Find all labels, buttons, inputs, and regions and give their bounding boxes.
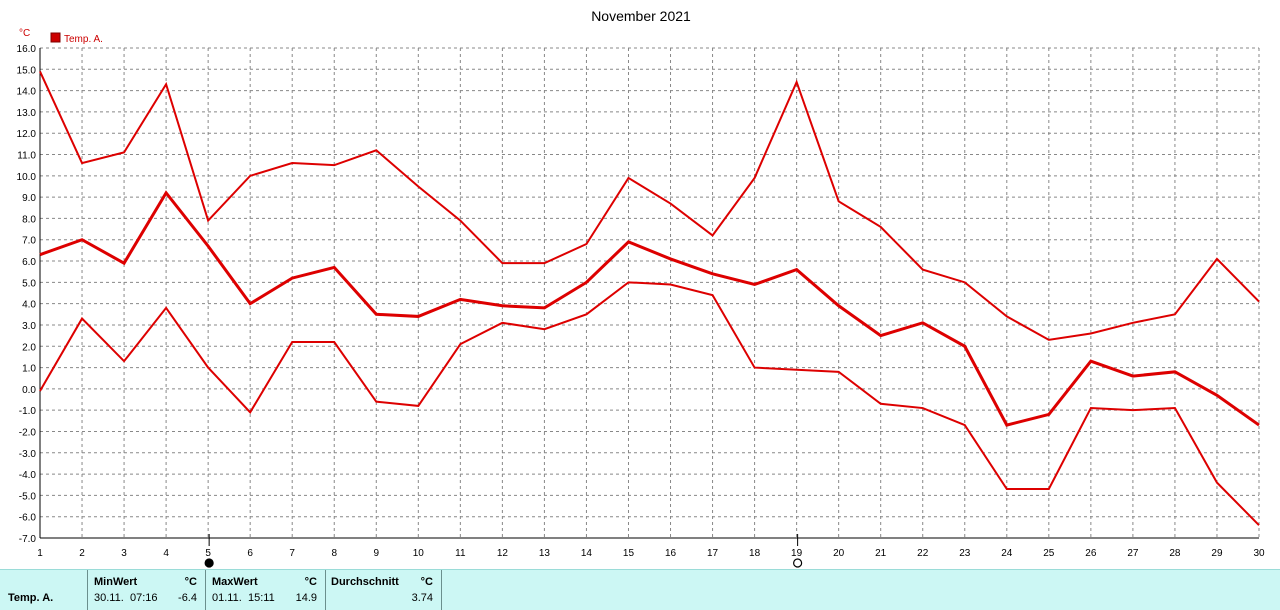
y-tick-label: 6.0 [22,257,36,268]
temperature-chart: November 2021 °C Temp. A. 16.015.014.013… [17,8,1265,568]
moon-markers [204,534,803,568]
min-unit: °C [184,576,197,588]
x-tick-label: 13 [539,548,551,559]
stats-row-label: Temp. A. [8,592,54,604]
y-tick-label: -5.0 [19,491,37,502]
stats-row-label-cell: Temp. A. [0,570,88,610]
x-tick-label: 22 [917,548,929,559]
y-tick-label: -3.0 [19,449,37,460]
x-tick-label: 12 [497,548,509,559]
x-tick-label: 30 [1253,548,1265,559]
x-tick-label: 1 [37,548,43,559]
y-tick-label: 5.0 [22,278,36,289]
x-tick-label: 2 [79,548,85,559]
x-tick-label: 26 [1085,548,1097,559]
max-value-cell: MaxWert °C 01.11. 15:11 14.9 [206,570,326,610]
max-header: MaxWert [212,576,258,588]
max-value: 14.9 [295,592,317,604]
x-tick-label: 27 [1127,548,1139,559]
x-tick-label: 21 [875,548,887,559]
y-tick-label: 0.0 [22,385,36,396]
x-tick-label: 6 [247,548,253,559]
chart-grid [39,47,1260,539]
y-tick-label: -1.0 [19,406,37,417]
y-tick-label: 3.0 [22,321,36,332]
x-tick-label: 17 [707,548,719,559]
y-tick-label: 10.0 [17,172,37,183]
x-axis-ticks: 1 2 3 4 5 6 7 8 9 10 11 12 13 14 15 16 17 18 19 20 21 22 23 24 2… [37,548,1265,559]
x-tick-label: 11 [455,548,466,559]
statistics-bar: Temp. A. MinWert °C 30.11. 07:16 -6.4 Ma… [0,569,1280,610]
y-tick-label: 4.0 [22,300,36,311]
x-tick-label: 23 [959,548,971,559]
y-tick-label: 1.0 [22,364,36,375]
average-value-cell: Durchschnitt °C 3.74 [326,570,442,610]
chart-series [39,71,1260,526]
y-tick-label: 9.0 [22,193,36,204]
y-tick-label: 8.0 [22,214,36,225]
y-tick-label: 12.0 [17,129,37,140]
series-line-max [39,71,1260,341]
average-header: Durchschnitt [331,576,399,588]
y-tick-label: -4.0 [19,470,37,481]
max-unit: °C [304,576,317,588]
min-value: -6.4 [178,592,197,604]
y-tick-label: -7.0 [19,534,37,545]
x-tick-label: 9 [373,548,379,559]
y-tick-label: 13.0 [17,108,37,119]
min-value-cell: MinWert °C 30.11. 07:16 -6.4 [88,570,206,610]
min-date: 30.11. [94,592,124,604]
x-tick-label: 14 [581,548,593,559]
x-tick-label: 28 [1169,548,1181,559]
chart-title: November 2021 [591,8,691,24]
average-value: 3.74 [411,592,433,604]
x-tick-label: 8 [331,548,337,559]
y-tick-label: 7.0 [22,236,36,247]
average-unit: °C [420,576,433,588]
x-tick-label: 29 [1211,548,1223,559]
y-axis-ticks: 16.0 15.0 14.0 13.0 12.0 11.0 10.0 9.0 8.0 7.0 6.0… [17,44,37,545]
x-tick-label: 3 [121,548,127,559]
x-tick-label: 4 [163,548,169,559]
y-tick-label: 14.0 [17,87,37,98]
x-tick-label: 7 [289,548,295,559]
x-tick-label: 15 [623,548,635,559]
x-tick-label: 25 [1043,548,1055,559]
y-tick-label: -6.0 [19,513,37,524]
max-time: 15:11 [248,592,275,604]
new-moon-icon [204,558,214,568]
legend-label: Temp. A. [64,34,103,45]
y-axis-unit: °C [19,28,30,39]
x-tick-label: 5 [205,548,211,559]
y-tick-label: -2.0 [19,427,37,438]
x-tick-label: 24 [1001,548,1013,559]
max-date: 01.11. [212,592,242,604]
x-tick-label: 10 [413,548,425,559]
x-tick-label: 19 [791,548,803,559]
x-tick-label: 20 [833,548,845,559]
min-time: 07:16 [130,592,158,604]
y-tick-label: 15.0 [17,65,37,76]
y-tick-label: 16.0 [17,44,37,55]
y-tick-label: 11.0 [17,151,36,162]
y-tick-label: 2.0 [22,342,36,353]
min-header: MinWert [94,576,138,588]
series-line-min [39,281,1260,526]
legend-swatch [50,32,61,43]
x-tick-label: 18 [749,548,761,559]
full-moon-icon [793,558,803,568]
x-tick-label: 16 [665,548,677,559]
series-line-avg [39,190,1260,427]
